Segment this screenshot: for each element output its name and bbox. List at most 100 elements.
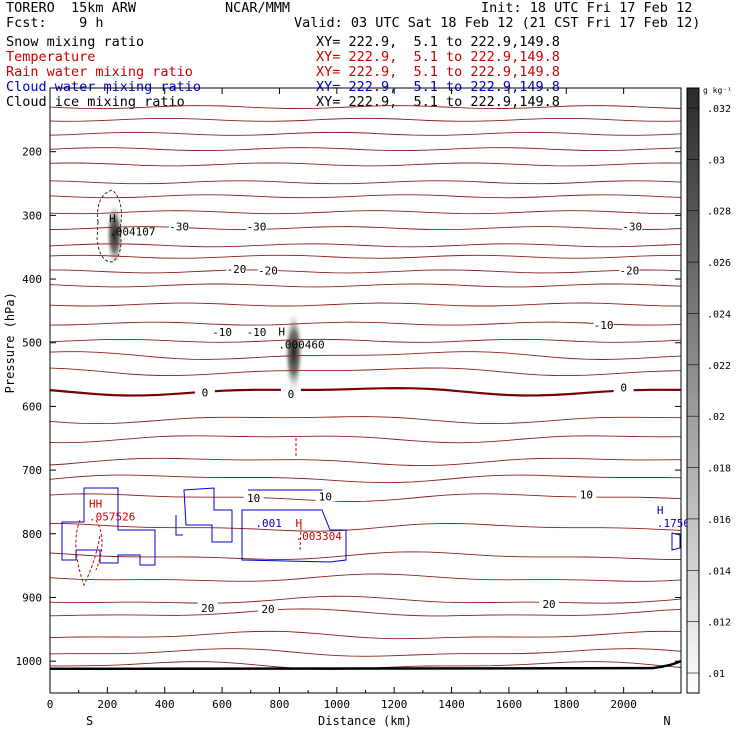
x-tick-label: 2000 [610, 698, 637, 711]
x-tick-label: 800 [270, 698, 290, 711]
colorbar-unit: g kg⁻¹ [703, 86, 732, 95]
x-tick-label: 400 [155, 698, 175, 711]
isotherm-label: -30 [622, 220, 642, 233]
legend-field-name: Rain water mixing ratio [6, 64, 193, 80]
forecast-hour: Fcst: 9 h [6, 15, 104, 31]
y-tick-label: 1000 [16, 655, 43, 668]
temperature-isotherm [49, 243, 682, 248]
isotherm-label: 20 [542, 598, 555, 611]
temperature-isotherm [49, 269, 682, 274]
temperature-isotherm [49, 522, 682, 532]
isotherm-label: 0 [202, 387, 209, 400]
extremum-value: .004107 [109, 225, 155, 238]
colorbar-label: .024 [707, 309, 731, 320]
temperature-isotherm [49, 648, 682, 657]
ground-surface-line [49, 660, 682, 671]
y-tick-label: 300 [22, 209, 42, 222]
isotherm-label: -10 [594, 319, 614, 332]
y-tick-label: 800 [22, 528, 42, 541]
label-backdrop [619, 264, 640, 276]
label-backdrop [280, 387, 301, 399]
colorbar-label: .026 [707, 258, 731, 269]
label-backdrop [169, 220, 190, 232]
label-backdrop [576, 488, 597, 500]
temperature-isotherm [49, 147, 682, 152]
colorbar-label: .012 [707, 618, 731, 629]
extremum-marker: H [657, 504, 664, 517]
legend-field-coords: XY= 222.9, 5.1 to 222.9,149.8 [316, 49, 560, 65]
temperature-isotherm [49, 226, 682, 231]
y-tick-label: 200 [22, 146, 42, 159]
rain-water-contour [95, 519, 103, 571]
label-backdrop [539, 598, 560, 610]
cloud-water-contour [61, 487, 156, 566]
x-end-north: N [663, 714, 670, 728]
extremum-value: .057526 [89, 511, 135, 524]
temperature-isotherm [49, 457, 682, 467]
label-backdrop [593, 319, 614, 331]
temperature-isotherm [49, 338, 682, 343]
label-backdrop [194, 386, 215, 398]
y-tick-label: 700 [22, 464, 42, 477]
temperature-isotherm [49, 283, 682, 288]
isotherm-label: -20 [258, 264, 278, 277]
temperature-isotherm [49, 493, 682, 502]
temperature-isotherm [49, 105, 682, 110]
legend-field-coords: XY= 222.9, 5.1 to 222.9,149.8 [316, 34, 560, 50]
label-backdrop [197, 601, 218, 613]
snow-mixing-shading [105, 201, 124, 268]
x-tick-label: 1200 [381, 698, 408, 711]
colorbar-label: .03 [707, 155, 725, 166]
extremum-marker: HH [89, 498, 102, 511]
isotherm-label: 20 [261, 603, 274, 616]
temperature-isotherm [49, 367, 682, 377]
isotherm-label: 10 [247, 492, 260, 505]
temperature-isotherm [49, 302, 682, 307]
isotherm-label: -30 [169, 220, 189, 233]
colorbar-label: .028 [707, 207, 731, 218]
ice-mixing-shading [283, 310, 304, 395]
snow-outline-contour [96, 189, 122, 263]
colorbar-label: .014 [707, 566, 731, 577]
isotherm-label: 20 [201, 602, 214, 615]
isotherm-label: -10 [212, 326, 232, 339]
rain-water-contour [299, 526, 302, 551]
legend-field-name: Cloud water mixing ratio [6, 79, 202, 95]
legend-field-name: Snow mixing ratio [6, 34, 145, 50]
extremum-marker: H [278, 326, 285, 339]
temperature-isotherm [49, 435, 682, 444]
cloud-water-contour [175, 515, 183, 536]
temperature-isotherm [49, 351, 682, 360]
colorbar-label: .018 [707, 464, 731, 475]
colorbar [686, 87, 700, 694]
temperature-isotherm [49, 595, 682, 604]
y-tick-label: 900 [22, 591, 42, 604]
legend-field-coords: XY= 222.9, 5.1 to 222.9,149.8 [316, 64, 560, 80]
rain-water-contour [75, 519, 101, 587]
temperature-isotherm [49, 321, 682, 326]
colorbar-label: .022 [707, 361, 731, 372]
label-backdrop [246, 326, 267, 338]
legend-field-coords: XY= 222.9, 5.1 to 222.9,149.8 [316, 79, 560, 95]
label-backdrop [212, 326, 233, 338]
isotherm-label: -30 [247, 220, 267, 233]
colorbar-label: .032 [707, 104, 731, 115]
x-axis-title: Distance (km) [318, 714, 412, 728]
extremum-value: .1756 [657, 517, 690, 530]
label-backdrop [257, 603, 278, 615]
colorbar-label: .016 [707, 515, 731, 526]
extremum-value: .001 [255, 517, 281, 530]
y-tick-label: 400 [22, 273, 42, 286]
temperature-isotherm [49, 254, 682, 259]
label-backdrop [257, 264, 278, 276]
temperature-isotherm [49, 573, 682, 582]
label-backdrop [243, 491, 264, 503]
extremum-value: .000460 [278, 339, 324, 352]
legend-field-coords: XY= 222.9, 5.1 to 222.9,149.8 [316, 94, 560, 110]
temperature-isotherm [49, 162, 682, 167]
temperature-isotherm [49, 180, 682, 185]
legend-field-name: Temperature [6, 49, 96, 65]
isotherm-label: 10 [319, 490, 332, 503]
temperature-isotherm [49, 630, 682, 640]
